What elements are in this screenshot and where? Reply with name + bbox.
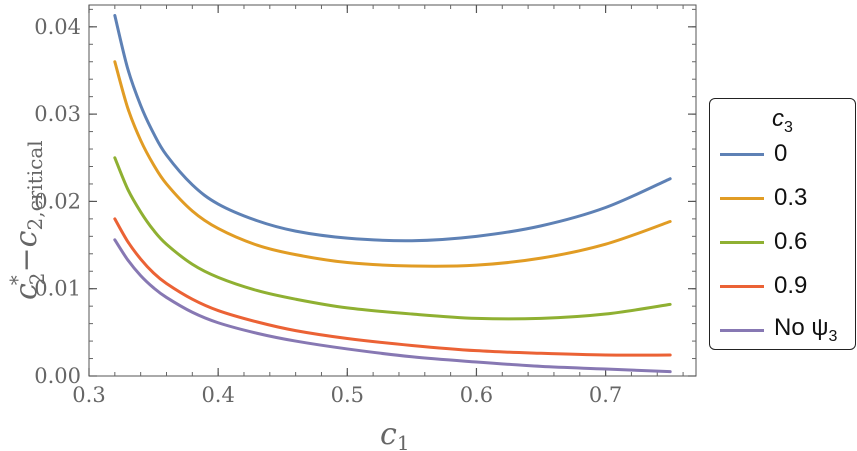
- x-axis-label: c1: [380, 417, 410, 451]
- legend-swatch: [720, 196, 764, 200]
- y-tick-label: 0.01: [34, 277, 81, 301]
- y-tick-label: 0.00: [34, 364, 81, 388]
- legend-swatch: [720, 328, 764, 332]
- axis-ticks: [88, 5, 696, 377]
- legend-item-4: No ψ3: [720, 314, 838, 345]
- x-tick-label: 0.6: [460, 383, 493, 407]
- y-tick-label: 0.04: [34, 15, 81, 39]
- y-tick-label: 0.02: [34, 189, 81, 213]
- series-line-0.3: [113, 60, 672, 268]
- series-lines: [113, 13, 672, 374]
- y-axis-label: c*2−c2,critical: [5, 140, 49, 300]
- x-tick-label: 0.4: [201, 383, 234, 407]
- x-tick-label: 0.5: [331, 383, 364, 407]
- series-line-No-ψ: [113, 238, 672, 374]
- legend-title: c3: [772, 105, 793, 136]
- legend-label: 0.6: [774, 228, 808, 255]
- legend-swatch: [720, 152, 764, 156]
- legend-swatch: [720, 284, 764, 288]
- legend-label: 0.9: [774, 272, 808, 299]
- series-line-0.9: [113, 217, 672, 357]
- legend-label: No ψ3: [774, 314, 838, 345]
- legend-item-1: 0.3: [720, 183, 807, 213]
- legend-item-2: 0.6: [720, 227, 807, 257]
- y-tick-label: 0.03: [34, 102, 81, 126]
- legend: c3 0 0.3 0.6 0.9 No ψ3: [709, 98, 856, 350]
- plot-frame: [88, 4, 697, 377]
- series-line-0.6: [113, 156, 672, 321]
- legend-swatch: [720, 240, 764, 244]
- legend-item-3: 0.9: [720, 271, 807, 301]
- legend-item-0: 0: [720, 139, 787, 169]
- legend-label: 0: [774, 140, 788, 167]
- tick-labels: 0.3 0.4 0.5 0.6 0.7 0.00 0.01 0.02 0.03 0.04: [34, 15, 622, 407]
- legend-label: 0.3: [774, 184, 808, 211]
- x-tick-label: 0.7: [589, 383, 622, 407]
- series-line-0: [113, 13, 672, 243]
- x-tick-label: 0.3: [72, 383, 105, 407]
